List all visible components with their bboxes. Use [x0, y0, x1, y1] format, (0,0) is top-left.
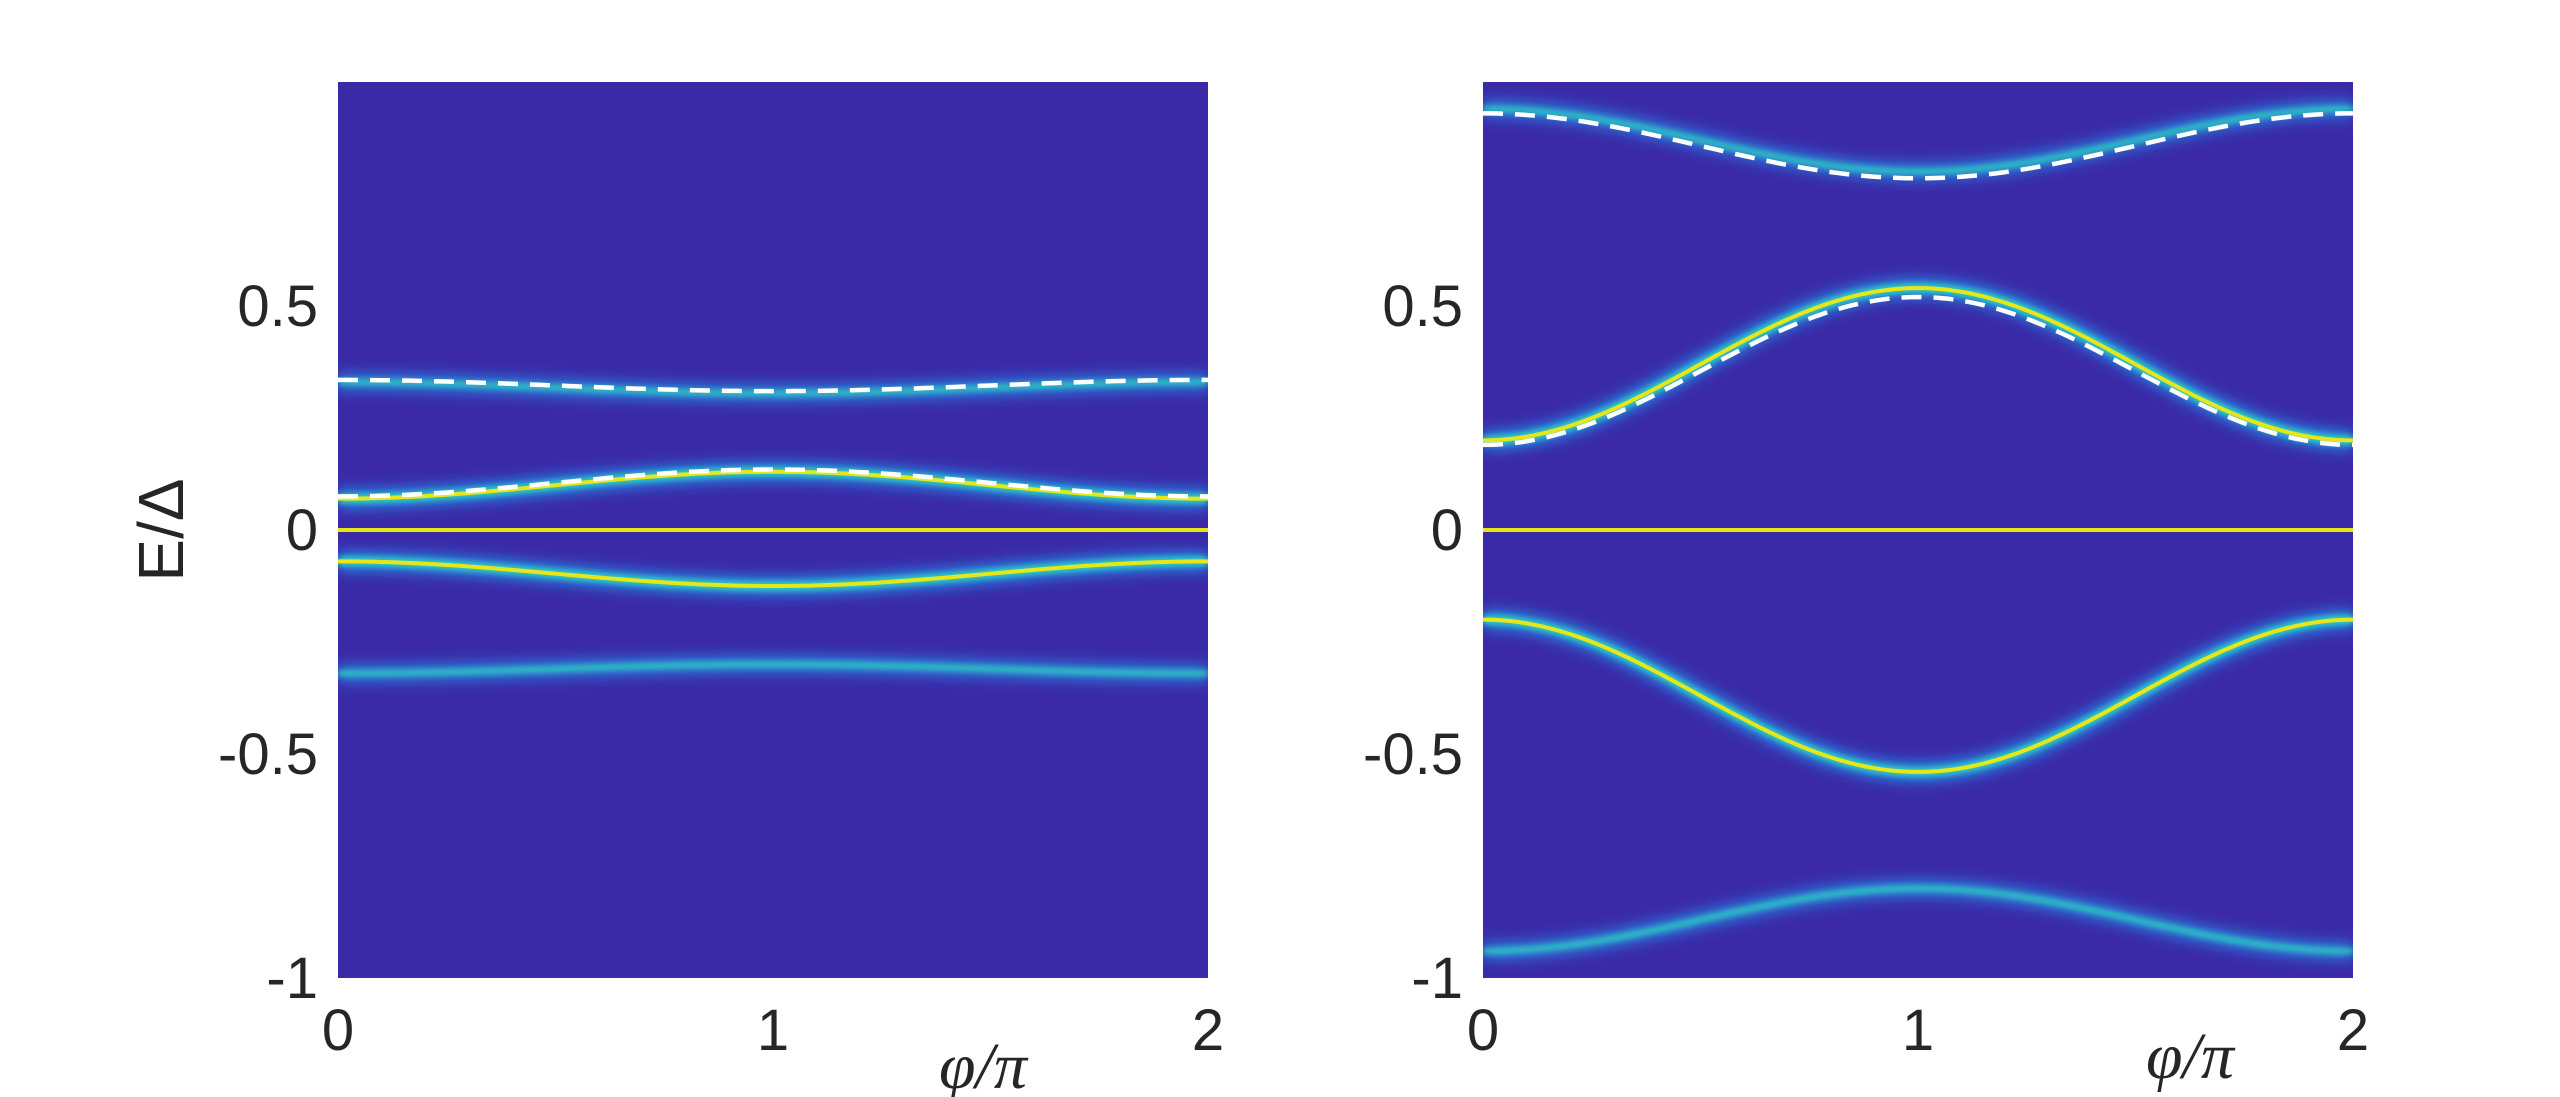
xtick-left-0: 0	[322, 998, 354, 1063]
ylabel-left: E/Δ	[125, 478, 197, 581]
xtick-left-2: 2	[1192, 998, 1224, 1063]
fits-left	[338, 377, 1208, 499]
ytick-left-0: -1	[266, 946, 318, 1011]
panel-left: -1 -0.5 0 0.5 0 1 2 φ/π E/Δ	[125, 82, 1224, 1097]
xticks-right: 0 1 2	[1467, 998, 2369, 1063]
panel-right: -1 -0.5 0 0.5 0 1 2 φ/π	[1363, 82, 2369, 1093]
xticks-left: 0 1 2	[322, 998, 1224, 1063]
ytick-right-3: 0.5	[1382, 274, 1463, 339]
bands-right	[1483, 100, 2353, 960]
ytick-left-3: 0.5	[237, 274, 318, 339]
dashed-fit-left-0	[338, 377, 1208, 394]
ytick-right-0: -1	[1411, 946, 1463, 1011]
band-left-3	[338, 552, 1208, 596]
xtick-right-1: 1	[1902, 998, 1934, 1063]
fits-right	[1483, 111, 2353, 448]
band-right-1	[1483, 279, 2353, 450]
xtick-right-2: 2	[2337, 998, 2369, 1063]
dashed-fit-left-1	[338, 467, 1208, 499]
xtick-right-0: 0	[1467, 998, 1499, 1063]
yticks-right: -1 -0.5 0 0.5	[1363, 274, 1463, 1011]
xlabel-left: φ/π	[939, 1030, 1029, 1097]
band-right-0	[1483, 100, 2353, 180]
band-right-3	[1483, 610, 2353, 781]
dashed-fit-right-1	[1483, 294, 2353, 448]
dashed-fit-right-0	[1483, 111, 2353, 181]
xtick-left-1: 1	[757, 998, 789, 1063]
ytick-left-2: 0	[286, 498, 318, 563]
yticks-left: -1 -0.5 0 0.5	[218, 274, 318, 1011]
xlabel-right: φ/π	[2146, 1020, 2236, 1093]
ytick-right-1: -0.5	[1363, 722, 1463, 787]
ytick-left-1: -0.5	[218, 722, 318, 787]
band-right-4	[1483, 880, 2353, 960]
ytick-right-2: 0	[1431, 498, 1463, 563]
band-left-4	[338, 656, 1208, 682]
